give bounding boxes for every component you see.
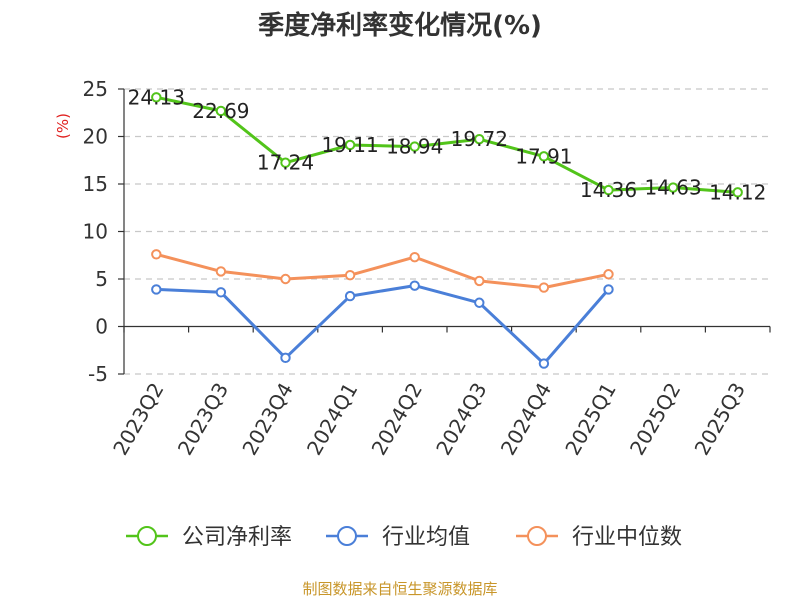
legend-label: 行业均值 — [382, 525, 470, 550]
legend-marker — [137, 526, 157, 546]
data-point — [280, 352, 291, 364]
data-point — [603, 184, 614, 196]
data-point — [280, 157, 291, 168]
data-point — [667, 182, 679, 193]
data-label: 19.72 — [451, 127, 508, 151]
grid — [124, 88, 770, 375]
series-group — [151, 92, 743, 369]
y-tick-label: 20 — [83, 125, 108, 149]
data-point — [409, 251, 420, 263]
data-label: 18.94 — [386, 135, 443, 159]
x-tick-label: 2025Q2 — [625, 379, 685, 460]
data-point — [603, 284, 614, 295]
data-point — [474, 133, 485, 145]
chart-title: 季度净利率变化情况(%) — [258, 10, 542, 41]
x-tick-label: 2023Q2 — [108, 379, 168, 460]
x-tick-label: 2024Q4 — [496, 379, 556, 460]
series-line-1 — [156, 284, 610, 366]
data-label: 14.36 — [580, 178, 637, 202]
source-note: 制图数据来自恒生聚源数据库 — [302, 580, 497, 598]
data-point — [344, 270, 356, 281]
y-axis-label: (%) — [54, 113, 72, 139]
y-tick-label: 25 — [83, 77, 108, 101]
data-point — [474, 275, 485, 287]
y-tick-label: -5 — [88, 362, 108, 386]
data-point — [603, 269, 614, 280]
data-point — [474, 297, 485, 308]
legend-label: 行业中位数 — [572, 525, 682, 550]
data-point — [538, 358, 550, 369]
data-label: 24.13 — [128, 85, 185, 109]
data-label: 17.91 — [515, 144, 572, 168]
x-tick-label: 2025Q3 — [690, 379, 750, 460]
data-point — [409, 141, 420, 152]
data-point — [280, 273, 291, 285]
series-line-2 — [155, 252, 609, 290]
data-label: 19.11 — [321, 133, 378, 157]
data-point — [215, 266, 227, 277]
data-point — [344, 290, 356, 302]
y-tick-label: 10 — [83, 220, 108, 244]
x-tick-label: 2024Q3 — [431, 379, 491, 460]
data-point — [151, 92, 162, 103]
legend-marker — [527, 526, 547, 546]
data-point — [215, 287, 227, 298]
data-point — [215, 105, 227, 117]
data-point — [409, 280, 420, 291]
data-point — [538, 151, 550, 162]
series-line-0 — [155, 95, 738, 194]
y-tick-label: 15 — [83, 172, 108, 196]
data-point — [344, 139, 356, 151]
x-tick-label: 2023Q4 — [237, 379, 297, 460]
data-labels: 24.13 22.69 17.24 19.11 18.94 19.72 17.91 14.36… — [128, 85, 767, 204]
data-point — [151, 284, 162, 295]
x-tick-label: 2025Q1 — [560, 379, 620, 460]
data-point — [538, 282, 550, 293]
data-label: 14.12 — [709, 180, 766, 204]
legend-label: 公司净利率 — [182, 525, 292, 550]
x-tick-label: 2024Q2 — [367, 379, 427, 460]
legend-marker — [337, 526, 357, 546]
y-tick-label: 5 — [95, 267, 108, 291]
x-tick-label: 2024Q1 — [302, 379, 362, 460]
data-point — [732, 187, 743, 198]
x-tick-label: 2023Q3 — [173, 379, 233, 460]
data-label: 14.63 — [644, 176, 701, 200]
data-label: 22.69 — [192, 99, 249, 123]
y-tick-label: 0 — [95, 315, 108, 339]
data-label: 17.24 — [257, 151, 314, 175]
legend: 公司净利率 行业均值 行业中位数 — [126, 525, 682, 550]
data-point — [151, 249, 162, 260]
